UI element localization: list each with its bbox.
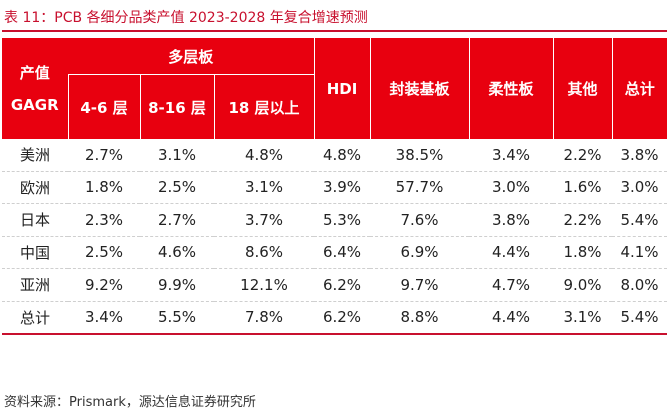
header-8-16-layer: 8-16 层 [139,74,214,139]
table-cell: 4.6% [140,236,214,269]
caption-rule [2,30,667,32]
header-total: 总计 [611,38,667,139]
table-cell: 2.5% [140,171,214,204]
table-cell: 3.9% [314,171,370,204]
table-caption: 表 11：PCB 各细分品类产值 2023-2028 年复合增速预测 [4,10,368,26]
row-region: 亚洲 [2,268,68,302]
table-cell: 12.1% [214,268,314,302]
table-cell: 9.0% [553,268,612,302]
table-cell: 4.7% [469,268,553,302]
row-region: 中国 [2,236,68,269]
table-cell: 9.9% [140,268,214,302]
header-corner-line1: 产值 [19,63,50,82]
table-cell: 1.6% [553,171,612,204]
table-cell: 3.4% [68,301,140,335]
table-cell: 2.2% [553,139,612,172]
table-row: 中国 2.5% 4.6% 8.6% 6.4% 6.9% 4.4% 1.8% 4.… [2,236,667,269]
table-cell: 8.0% [612,268,667,302]
table-cell: 2.2% [553,203,612,237]
table-cell: 3.7% [214,203,314,237]
table-cell: 4.4% [469,236,553,269]
growth-table: 产值 GAGR 多层板 HDI 封装基板 柔性板 其他 总计 4-6 层 8-1… [2,38,667,335]
row-region: 美洲 [2,139,68,172]
table-cell: 8.6% [214,236,314,269]
table-cell: 2.7% [68,139,140,172]
table-cell: 7.8% [214,301,314,335]
table-cell: 3.4% [469,139,553,172]
header-hdi: HDI [313,38,370,139]
table-cell: 6.2% [314,301,370,335]
table-row: 美洲 2.7% 3.1% 4.8% 4.8% 38.5% 3.4% 2.2% 3… [2,139,667,172]
header-corner-line2: GAGR [10,95,59,114]
table-cell: 5.3% [314,203,370,237]
table-cell: 5.4% [612,301,667,335]
table-cell: 57.7% [370,171,469,204]
header-other: 其他 [552,38,612,139]
table-cell: 3.1% [214,171,314,204]
table-cell: 8.8% [370,301,469,335]
table-cell: 3.8% [612,139,667,172]
table-row: 日本 2.3% 2.7% 3.7% 5.3% 7.6% 3.8% 2.2% 5.… [2,203,667,237]
table-cell: 9.7% [370,268,469,302]
table-cell: 2.5% [68,236,140,269]
table-cell: 38.5% [370,139,469,172]
table-cell: 4.4% [469,301,553,335]
table-cell: 4.1% [612,236,667,269]
table-row: 欧洲 1.8% 2.5% 3.1% 3.9% 57.7% 3.0% 1.6% 3… [2,171,667,204]
table-cell: 6.2% [314,268,370,302]
table-cell: 3.1% [553,301,612,335]
table-cell: 4.8% [214,139,314,172]
table-cell: 3.0% [469,171,553,204]
header-18-plus-layer: 18 层以上 [213,74,314,139]
table-cell: 3.1% [140,139,214,172]
table-row-total: 总计 3.4% 5.5% 7.8% 6.2% 8.8% 4.4% 3.1% 5.… [2,301,667,335]
table-cell: 3.0% [612,171,667,204]
table-cell: 1.8% [553,236,612,269]
table-cell: 2.7% [140,203,214,237]
table-cell: 2.3% [68,203,140,237]
table-cell: 1.8% [68,171,140,204]
table-row: 亚洲 9.2% 9.9% 12.1% 6.2% 9.7% 4.7% 9.0% 8… [2,268,667,302]
table-cell: 9.2% [68,268,140,302]
table-cell: 3.8% [469,203,553,237]
table-cell: 6.4% [314,236,370,269]
header-multilayer: 多层板 [68,38,314,75]
source-note: 资料来源：Prismark，源达信息证券研究所 [4,395,256,410]
row-region: 日本 [2,203,68,237]
table-cell: 6.9% [370,236,469,269]
table-cell: 4.8% [314,139,370,172]
header-substrate: 封装基板 [369,38,469,139]
row-region: 总计 [2,301,68,335]
table-cell: 5.5% [140,301,214,335]
row-region: 欧洲 [2,171,68,204]
header-flex: 柔性板 [468,38,553,139]
header-corner: 产值 GAGR [2,38,68,139]
header-4-6-layer: 4-6 层 [67,74,140,139]
table-cell: 5.4% [612,203,667,237]
table-cell: 7.6% [370,203,469,237]
